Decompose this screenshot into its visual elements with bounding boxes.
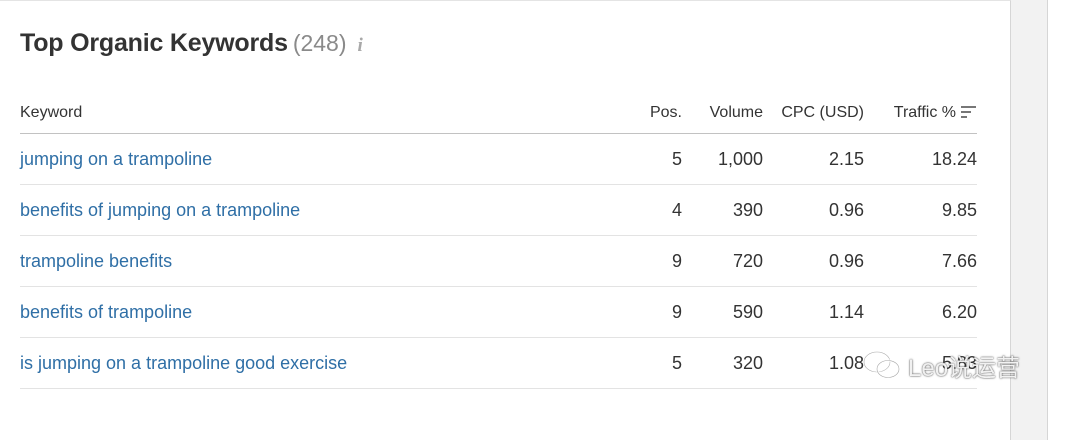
table-row: jumping on a trampoline 5 1,000 2.15 18.… <box>20 133 977 185</box>
keyword-link[interactable]: benefits of trampoline <box>20 286 630 338</box>
table-row: is jumping on a trampoline good exercise… <box>20 337 977 389</box>
cell-cpc: 0.96 <box>763 235 864 287</box>
table-row: benefits of trampoline 9 590 1.14 6.20 <box>20 286 977 338</box>
cell-traffic: 6.20 <box>864 286 977 338</box>
cell-pos: 5 <box>630 133 682 185</box>
watermark-text: Leo说运营 <box>908 354 1021 382</box>
header-traffic[interactable]: Traffic % <box>864 93 977 134</box>
keyword-link[interactable]: benefits of jumping on a trampoline <box>20 184 630 236</box>
keywords-table: Keyword Pos. Volume CPC (USD) Traffic % … <box>20 93 977 389</box>
keyword-link[interactable]: trampoline benefits <box>20 235 630 287</box>
cell-cpc: 1.08 <box>763 337 864 389</box>
keyword-count: (248) <box>292 30 347 56</box>
organic-keywords-card: Top Organic Keywords (248) i Keyword Pos… <box>0 0 1011 440</box>
cell-volume: 720 <box>682 235 763 287</box>
header-pos[interactable]: Pos. <box>630 93 682 134</box>
cell-pos: 4 <box>630 184 682 236</box>
cell-cpc: 0.96 <box>763 184 864 236</box>
table-header-row: Keyword Pos. Volume CPC (USD) Traffic % <box>20 93 977 134</box>
cell-volume: 390 <box>682 184 763 236</box>
header-traffic-label: Traffic % <box>893 104 956 121</box>
cell-traffic: 5.83 <box>864 337 977 389</box>
keyword-link[interactable]: jumping on a trampoline <box>20 133 630 185</box>
cell-traffic: 9.85 <box>864 184 977 236</box>
cell-volume: 590 <box>682 286 763 338</box>
header-volume[interactable]: Volume <box>682 93 763 134</box>
cell-traffic: 18.24 <box>864 133 977 185</box>
cell-volume: 320 <box>682 337 763 389</box>
cell-traffic: 7.66 <box>864 235 977 287</box>
watermark: Leo说运营 <box>862 345 1020 385</box>
cell-pos: 9 <box>630 286 682 338</box>
wechat-icon <box>863 351 900 379</box>
adjacent-card-edge <box>1047 0 1080 440</box>
header-keyword[interactable]: Keyword <box>20 93 630 134</box>
table-row: benefits of jumping on a trampoline 4 39… <box>20 184 977 236</box>
cell-pos: 9 <box>630 235 682 287</box>
table-row: trampoline benefits 9 720 0.96 7.66 <box>20 235 977 287</box>
card-title: Top Organic Keywords <box>20 29 288 57</box>
cell-cpc: 2.15 <box>763 133 864 185</box>
cell-cpc: 1.14 <box>763 286 864 338</box>
cell-volume: 1,000 <box>682 133 763 185</box>
header-cpc[interactable]: CPC (USD) <box>763 93 864 134</box>
sort-descending-icon[interactable] <box>961 105 977 119</box>
cell-pos: 5 <box>630 337 682 389</box>
info-icon[interactable]: i <box>357 35 363 56</box>
card-header: Top Organic Keywords (248) i <box>20 29 363 65</box>
keyword-link[interactable]: is jumping on a trampoline good exercise <box>20 337 630 389</box>
